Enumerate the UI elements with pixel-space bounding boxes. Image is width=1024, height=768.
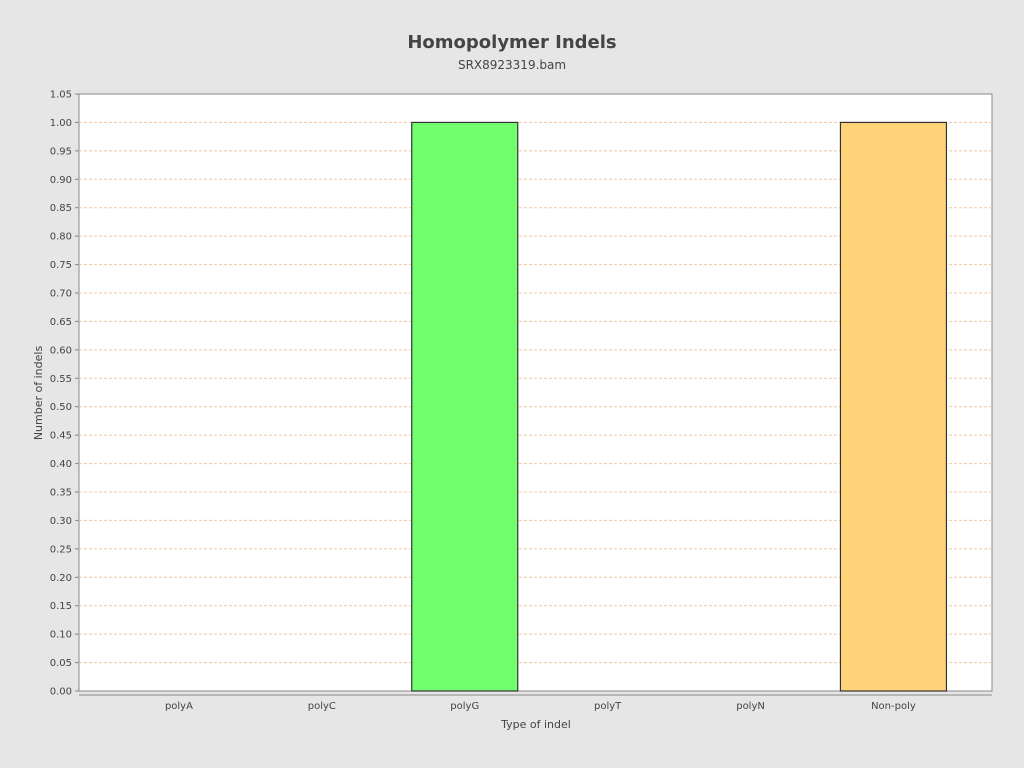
x-tick-label: polyA xyxy=(165,701,193,712)
x-tick-label: polyT xyxy=(594,701,622,712)
y-tick-label: 0.95 xyxy=(50,146,72,157)
x-tick-label: polyG xyxy=(450,701,479,712)
chart-title: Homopolymer Indels xyxy=(407,32,616,53)
y-tick-label: 0.05 xyxy=(50,658,72,669)
x-tick-label: Non-poly xyxy=(871,701,916,712)
bars xyxy=(411,121,948,692)
y-tick-label: 1.00 xyxy=(50,118,72,129)
x-axis-label: Type of indel xyxy=(500,718,571,731)
bar-non-poly xyxy=(839,121,948,692)
y-tick-label: 0.15 xyxy=(50,601,72,612)
y-axis-label: Number of indels xyxy=(32,346,45,441)
y-tick-label: 0.50 xyxy=(50,402,72,413)
y-tick-label: 0.80 xyxy=(50,232,72,243)
y-tick-label: 0.70 xyxy=(50,289,72,300)
y-tick-label: 0.85 xyxy=(50,203,72,214)
y-tick-label: 0.65 xyxy=(50,317,72,328)
y-tick-label: 0.10 xyxy=(50,630,72,641)
y-tick-label: 0.00 xyxy=(50,687,72,698)
bar-polyg xyxy=(411,121,519,692)
y-tick-label: 0.60 xyxy=(50,345,72,356)
y-tick-label: 0.30 xyxy=(50,516,72,527)
y-tick-label: 0.40 xyxy=(50,459,72,470)
y-tick-label: 0.45 xyxy=(50,431,72,442)
y-tick-label: 0.90 xyxy=(50,175,72,186)
y-tick-label: 0.75 xyxy=(50,260,72,271)
y-axis: 0.00 0.05 0.10 0.15 0.20 0.25 0.30 0.35 0.40 0.45… xyxy=(50,90,79,698)
y-tick-label: 0.35 xyxy=(50,488,72,499)
plot-area xyxy=(78,93,993,692)
x-tick-label: polyC xyxy=(308,701,336,712)
y-tick-label: 1.05 xyxy=(50,90,72,101)
y-tick-label: 0.20 xyxy=(50,573,72,584)
x-axis: polyA polyC polyG polyT polyN Non-poly xyxy=(165,701,916,712)
x-tick-label: polyN xyxy=(736,701,765,712)
chart-subtitle: SRX8923319.bam xyxy=(458,58,566,72)
y-tick-label: 0.55 xyxy=(50,374,72,385)
grid-lines xyxy=(79,121,992,664)
y-tick-label: 0.25 xyxy=(50,544,72,555)
